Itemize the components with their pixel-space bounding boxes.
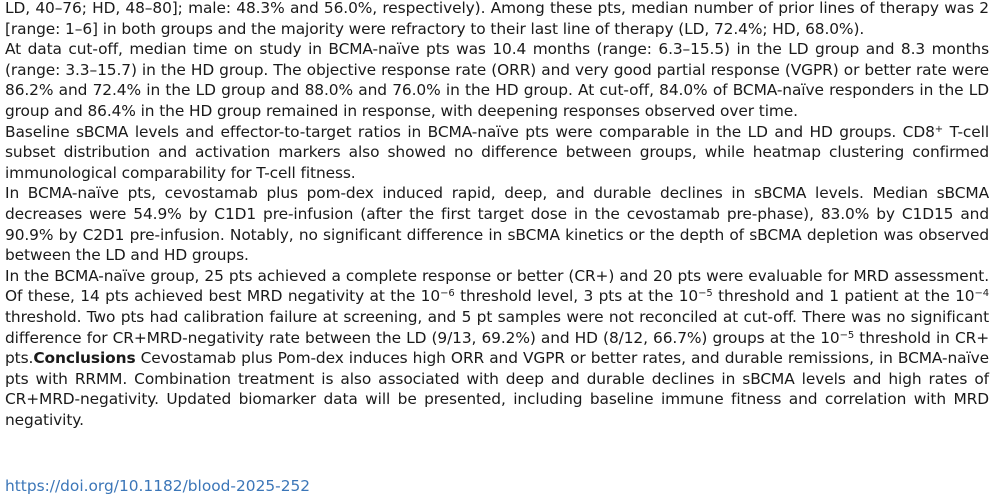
conclusions-heading: Conclusions (33, 349, 136, 368)
doi-link[interactable]: https://doi.org/10.1182/blood-2025-252 (5, 477, 311, 495)
paragraph-response-rates: At data cut-off, median time on study in… (5, 40, 989, 120)
abstract-body: LD, 40–76; HD, 48–80]; male: 48.3% and 5… (5, 0, 989, 430)
paragraph-demographics: LD, 40–76; HD, 48–80]; male: 48.3% and 5… (5, 0, 989, 38)
paragraph-baseline-sbcma: Baseline sBCMA levels and effector-to-ta… (5, 122, 989, 182)
paragraph-sbcma-decline: In BCMA-naïve pts, cevostamab plus pom-d… (5, 184, 989, 265)
paragraph-mrd-and-conclusions: In the BCMA-naïve group, 25 pts achieved… (5, 266, 990, 429)
